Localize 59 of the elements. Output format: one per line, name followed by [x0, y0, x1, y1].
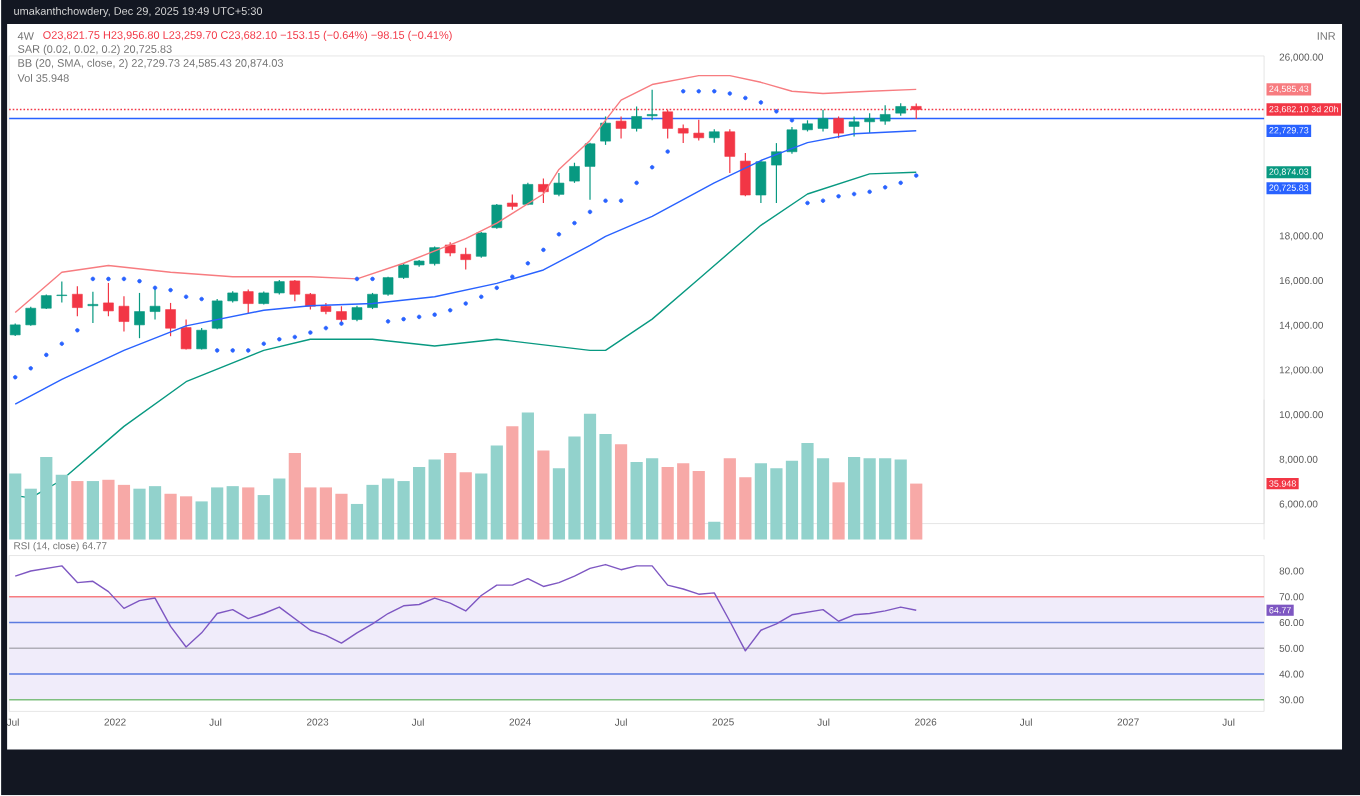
candlestick	[460, 247, 472, 271]
bar	[475, 473, 488, 540]
candlestick	[134, 292, 145, 340]
bar	[71, 481, 84, 540]
candlestick	[382, 276, 394, 297]
candlestick	[677, 124, 689, 145]
candlestick	[569, 162, 580, 184]
bar	[242, 487, 255, 540]
candlestick	[165, 302, 176, 338]
bar	[9, 473, 22, 540]
bar	[444, 453, 457, 540]
candlestick	[817, 109, 829, 133]
candlestick	[646, 89, 658, 122]
candlestick	[475, 231, 487, 259]
line-series	[14, 130, 917, 406]
line-series	[14, 75, 917, 314]
candlestick	[211, 298, 223, 331]
candlestick	[149, 285, 161, 321]
candlestick	[180, 319, 192, 351]
candlestick	[553, 172, 565, 198]
candlestick	[693, 119, 705, 142]
candlestick	[879, 104, 891, 126]
bar	[832, 482, 845, 540]
bar	[614, 444, 628, 540]
candlestick	[56, 281, 68, 304]
candlestick	[87, 291, 99, 324]
candlestick	[196, 327, 207, 351]
bar	[459, 472, 472, 540]
bar	[537, 450, 550, 540]
candlestick	[289, 279, 301, 303]
candlestick	[786, 126, 798, 155]
candlestick	[584, 142, 596, 201]
candlestick	[848, 116, 860, 138]
candlestick	[755, 160, 767, 204]
candlestick	[242, 289, 254, 314]
bar	[55, 475, 68, 540]
candlestick	[833, 116, 844, 140]
candlestick	[615, 116, 627, 140]
candlestick	[600, 116, 611, 146]
candlestick	[118, 295, 130, 333]
bar	[910, 483, 923, 540]
candlestick	[631, 106, 642, 133]
bar	[506, 426, 519, 540]
candlestick	[103, 282, 114, 318]
candlestick	[771, 142, 782, 204]
bar	[226, 486, 239, 540]
candlestick	[72, 285, 83, 318]
bar	[894, 459, 907, 540]
bar	[428, 459, 441, 540]
bar	[490, 445, 503, 540]
candlestick	[724, 128, 736, 174]
candlestick	[538, 178, 549, 204]
bar	[86, 481, 99, 540]
candlestick	[864, 112, 875, 135]
candlestick	[491, 203, 503, 230]
bar	[847, 457, 861, 540]
bar	[521, 412, 534, 540]
bar	[692, 471, 705, 540]
bar	[708, 522, 721, 540]
